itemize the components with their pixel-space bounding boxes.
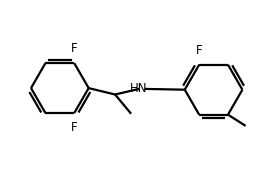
Text: F: F [196, 44, 202, 57]
Text: F: F [71, 42, 77, 55]
Text: HN: HN [130, 82, 148, 95]
Text: F: F [71, 121, 77, 134]
